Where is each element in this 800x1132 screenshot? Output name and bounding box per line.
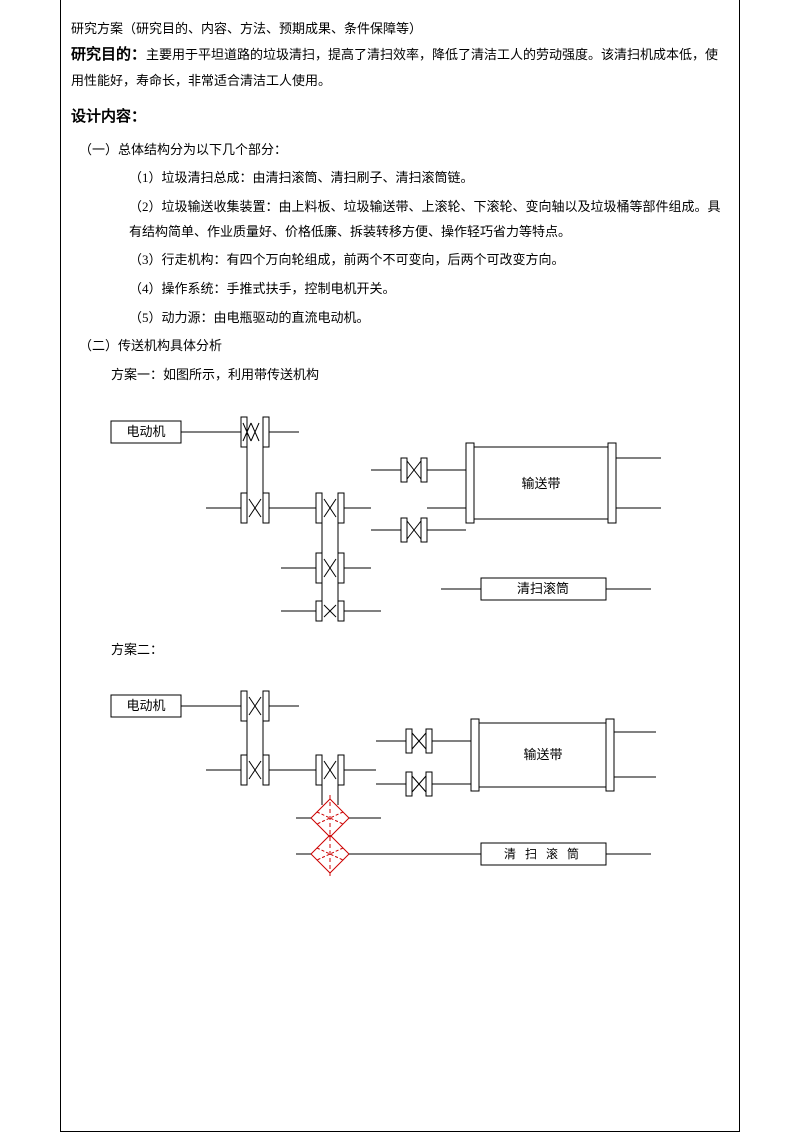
conveyor-label: 输送带 — [521, 476, 560, 491]
conveyor-label-2: 输送带 — [523, 747, 562, 762]
item-1: （1）垃圾清扫总成：由清扫滚筒、清扫刷子、清扫滚筒链。 — [71, 166, 729, 191]
scheme-header: 研究方案（研究目的、内容、方法、预期成果、条件保障等） — [71, 20, 729, 38]
purpose-content: 主要用于平坦道路的垃圾清扫，提高了清扫效率，降低了清洁工人的劳动强度。该清扫机成… — [71, 47, 718, 88]
scheme-1-label: 方案一：如图所示，利用带传送机构 — [71, 363, 729, 388]
motor-label-2: 电动机 — [126, 698, 165, 713]
page-frame: 研究方案（研究目的、内容、方法、预期成果、条件保障等） 研究目的：主要用于平坦道… — [60, 0, 740, 1132]
motor-label: 电动机 — [126, 424, 165, 439]
diagram-1: 电动机 — [101, 403, 729, 623]
item-3: （3）行走机构：有四个万向轮组成，前两个不可变向，后两个可改变方向。 — [71, 248, 729, 273]
item-4: （4）操作系统：手推式扶手，控制电机开关。 — [71, 277, 729, 302]
roller-label-2: 清 扫 滚 筒 — [504, 846, 582, 861]
section-b-title: （二）传送机构具体分析 — [71, 334, 729, 359]
roller-label: 清扫滚筒 — [517, 581, 569, 596]
scheme-2-label: 方案二： — [71, 638, 729, 663]
item-2: （2）垃圾输送收集装置：由上料板、垃圾输送带、上滚轮、下滚轮、变向轴以及垃圾桶等… — [71, 195, 729, 244]
research-purpose: 研究目的：主要用于平坦道路的垃圾清扫，提高了清扫效率，降低了清洁工人的劳动强度。… — [71, 42, 729, 92]
section-a-title: （一）总体结构分为以下几个部分： — [71, 138, 729, 163]
purpose-label: 研究目的： — [71, 47, 146, 63]
design-content-title: 设计内容： — [71, 105, 729, 126]
diagram-2: 电动机 — [101, 677, 729, 887]
item-5: （5）动力源：由电瓶驱动的直流电动机。 — [71, 306, 729, 331]
